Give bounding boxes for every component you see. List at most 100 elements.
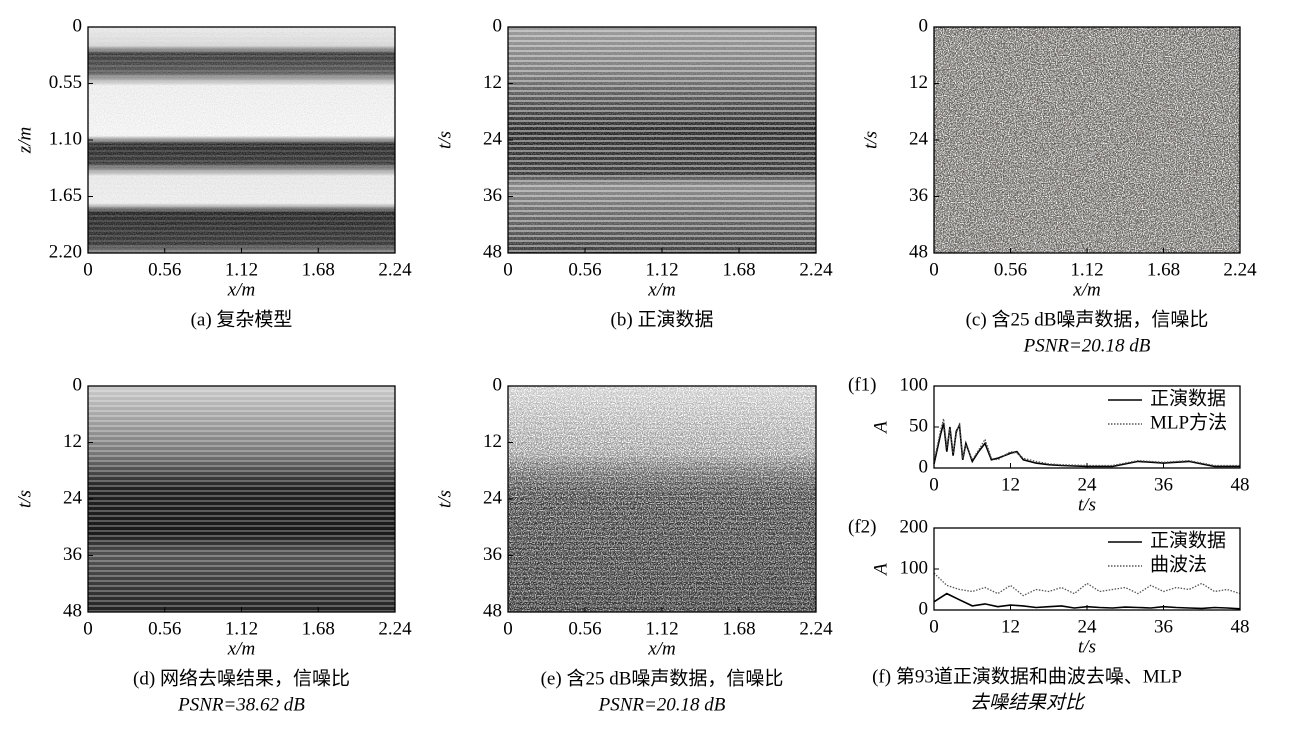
x-tick-label: 1.12 <box>645 618 678 639</box>
y-tick-label: 1.10 <box>49 128 82 149</box>
y-axis-label: t/s <box>14 490 35 508</box>
x-tick-label: 0 <box>503 618 513 639</box>
data-line <box>933 422 1240 468</box>
y-tick-label: 48 <box>483 241 502 262</box>
y-tick-label: 0.55 <box>49 72 82 93</box>
x-tick-label: 0.56 <box>568 259 601 280</box>
y-tick-label: 36 <box>909 185 928 206</box>
x-tick-label: 2.24 <box>799 259 833 280</box>
y-tick-label: 24 <box>63 487 83 508</box>
y-axis-label: A <box>870 563 891 577</box>
caption: (f) 第93道正演数据和曲波去噪、MLP <box>872 665 1182 687</box>
caption: (b) 正演数据 <box>611 308 714 330</box>
data-line <box>933 418 1240 467</box>
x-tick-label: 0 <box>929 616 939 637</box>
y-tick-label: 24 <box>483 128 503 149</box>
image-texture <box>88 27 395 253</box>
y-tick-label: 12 <box>483 431 502 452</box>
y-tick-label: 48 <box>483 600 502 621</box>
y-tick-label: 50 <box>909 415 928 436</box>
y-tick-label: 24 <box>483 487 503 508</box>
y-tick-label: 12 <box>63 431 82 452</box>
x-tick-label: 1.68 <box>1147 259 1180 280</box>
caption: (d) 网络去噪结果，信噪比 <box>133 667 350 689</box>
caption-subline: 去噪结果对比 <box>970 692 1086 713</box>
image-texture <box>88 386 395 612</box>
y-tick-label: 36 <box>483 185 502 206</box>
y-tick-label: 0 <box>493 374 503 395</box>
x-tick-label: 36 <box>1154 616 1173 637</box>
y-tick-label: 0 <box>919 598 929 619</box>
x-tick-label: 1.12 <box>225 618 258 639</box>
legend-label: 曲波法 <box>1150 553 1207 575</box>
x-tick-label: 2.24 <box>1223 259 1257 280</box>
x-tick-label: 0.56 <box>568 618 601 639</box>
y-tick-label: 0 <box>919 15 929 36</box>
y-tick-label: 0 <box>73 15 83 36</box>
y-tick-label: 100 <box>900 374 929 395</box>
x-tick-label: 12 <box>1001 616 1020 637</box>
y-tick-label: 0 <box>919 456 929 477</box>
x-tick-label: 1.12 <box>1070 259 1103 280</box>
y-tick-label: 48 <box>63 600 82 621</box>
x-tick-label: 2.24 <box>799 618 833 639</box>
x-axis-label: t/s <box>1078 636 1096 657</box>
caption-subline: PSNR=20.18 dB <box>1023 335 1151 356</box>
x-tick-label: 0 <box>83 259 93 280</box>
legend-label: MLP方法 <box>1150 411 1227 433</box>
x-tick-label: 0.56 <box>148 259 181 280</box>
x-tick-label: 1.12 <box>645 259 678 280</box>
panel-label: (f1) <box>848 374 876 395</box>
x-tick-label: 36 <box>1154 474 1173 495</box>
y-tick-label: 36 <box>63 544 82 565</box>
x-tick-label: 48 <box>1231 474 1250 495</box>
x-tick-label: 2.24 <box>378 259 412 280</box>
image-texture <box>934 27 1240 253</box>
y-tick-label: 12 <box>909 72 928 93</box>
x-tick-label: 1.12 <box>225 259 258 280</box>
y-tick-label: 100 <box>900 557 929 578</box>
x-axis-label: x/m <box>647 279 675 300</box>
y-tick-label: 12 <box>483 72 502 93</box>
x-tick-label: 0 <box>83 618 93 639</box>
panel-label: (f2) <box>848 516 876 537</box>
y-axis-label: t/s <box>860 131 881 149</box>
x-tick-label: 48 <box>1231 616 1250 637</box>
x-tick-label: 1.68 <box>722 259 755 280</box>
x-tick-label: 0.56 <box>148 618 181 639</box>
x-axis-label: x/m <box>227 279 255 300</box>
x-tick-label: 0 <box>929 259 939 280</box>
legend-label: 正演数据 <box>1150 387 1226 409</box>
x-tick-label: 0 <box>503 259 513 280</box>
x-tick-label: 24 <box>1078 616 1098 637</box>
y-tick-label: 1.65 <box>49 185 82 206</box>
image-texture <box>508 386 816 612</box>
x-axis-label: t/s <box>1078 494 1096 515</box>
y-axis-label: t/s <box>434 131 455 149</box>
image-texture <box>508 27 816 253</box>
y-tick-label: 0 <box>73 374 83 395</box>
x-tick-label: 0.56 <box>994 259 1027 280</box>
y-tick-label: 24 <box>909 128 929 149</box>
caption: (e) 含25 dB噪声数据，信噪比 <box>541 667 784 689</box>
caption: (c) 含25 dB噪声数据，信噪比 <box>966 308 1209 330</box>
x-axis-label: x/m <box>647 638 675 659</box>
y-tick-label: 0 <box>493 15 503 36</box>
x-tick-label: 0 <box>929 474 939 495</box>
y-tick-label: 2.20 <box>49 241 82 262</box>
caption-subline: PSNR=38.62 dB <box>177 694 305 715</box>
caption-subline: PSNR=20.18 dB <box>598 694 726 715</box>
x-tick-label: 1.68 <box>722 618 755 639</box>
y-tick-label: 200 <box>900 516 929 537</box>
y-axis-label: t/s <box>434 490 455 508</box>
x-tick-label: 24 <box>1078 474 1098 495</box>
x-axis-label: x/m <box>227 638 255 659</box>
x-tick-label: 2.24 <box>378 618 412 639</box>
x-tick-label: 12 <box>1001 474 1020 495</box>
y-tick-label: 36 <box>483 544 502 565</box>
x-tick-label: 1.68 <box>302 618 335 639</box>
legend-label: 正演数据 <box>1150 529 1226 551</box>
y-axis-label: A <box>870 421 891 435</box>
